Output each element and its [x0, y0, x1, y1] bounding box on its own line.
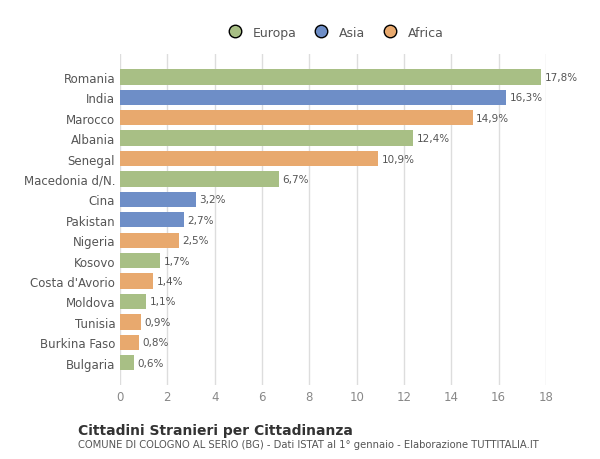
- Text: 0,6%: 0,6%: [138, 358, 164, 368]
- Text: 17,8%: 17,8%: [545, 73, 578, 83]
- Text: 0,9%: 0,9%: [145, 317, 171, 327]
- Bar: [120, 213, 184, 228]
- Bar: [120, 151, 378, 167]
- Bar: [120, 70, 541, 85]
- Bar: [120, 294, 146, 309]
- Text: 2,7%: 2,7%: [187, 215, 214, 225]
- Text: 14,9%: 14,9%: [476, 113, 509, 123]
- Bar: [120, 253, 160, 269]
- Text: 1,7%: 1,7%: [164, 256, 190, 266]
- Bar: [120, 314, 142, 330]
- Text: 1,1%: 1,1%: [149, 297, 176, 307]
- Text: 16,3%: 16,3%: [509, 93, 542, 103]
- Text: 6,7%: 6,7%: [282, 174, 308, 185]
- Bar: [120, 192, 196, 207]
- Bar: [120, 172, 278, 187]
- Text: 10,9%: 10,9%: [382, 154, 415, 164]
- Bar: [120, 355, 134, 370]
- Text: COMUNE DI COLOGNO AL SERIO (BG) - Dati ISTAT al 1° gennaio - Elaborazione TUTTIT: COMUNE DI COLOGNO AL SERIO (BG) - Dati I…: [78, 440, 539, 449]
- Text: 3,2%: 3,2%: [199, 195, 226, 205]
- Legend: Europa, Asia, Africa: Europa, Asia, Africa: [218, 22, 449, 45]
- Bar: [120, 274, 153, 289]
- Text: 12,4%: 12,4%: [417, 134, 450, 144]
- Text: 1,4%: 1,4%: [157, 276, 183, 286]
- Bar: [120, 90, 506, 106]
- Text: 0,8%: 0,8%: [142, 337, 169, 347]
- Text: Cittadini Stranieri per Cittadinanza: Cittadini Stranieri per Cittadinanza: [78, 423, 353, 437]
- Bar: [120, 111, 473, 126]
- Bar: [120, 335, 139, 350]
- Bar: [120, 233, 179, 248]
- Bar: [120, 131, 413, 146]
- Text: 2,5%: 2,5%: [183, 236, 209, 246]
